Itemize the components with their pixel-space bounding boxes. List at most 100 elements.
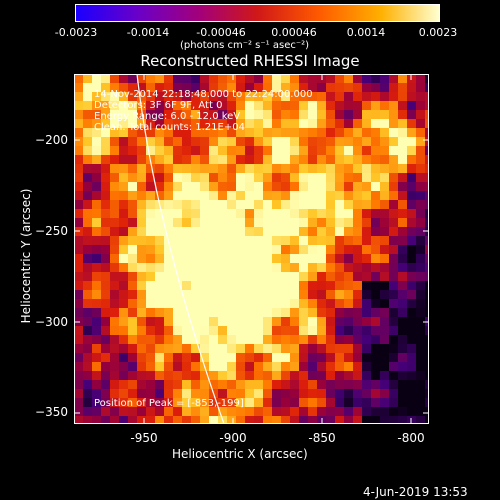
heatmap-cell	[263, 155, 272, 164]
heatmap-cell	[146, 245, 155, 254]
heatmap-cell	[362, 119, 371, 128]
heatmap-cell	[83, 128, 92, 137]
heatmap-cell	[155, 281, 164, 290]
heatmap-cell	[272, 272, 281, 281]
heatmap-cell	[335, 407, 344, 416]
heatmap-cell	[344, 245, 353, 254]
heatmap-cell	[326, 218, 335, 227]
heatmap-cell	[398, 182, 407, 191]
heatmap-cell	[326, 344, 335, 353]
heatmap-cell	[416, 101, 425, 110]
heatmap-cell	[335, 362, 344, 371]
heatmap-cell	[389, 83, 398, 92]
heatmap-cell	[83, 200, 92, 209]
heatmap-cell	[254, 200, 263, 209]
heatmap-cell	[173, 362, 182, 371]
heatmap-cell	[380, 281, 389, 290]
heatmap-cell	[245, 146, 254, 155]
heatmap-cell	[227, 200, 236, 209]
heatmap-cell	[407, 380, 416, 389]
heatmap-cell	[308, 200, 317, 209]
heatmap-cell	[155, 407, 164, 416]
heatmap-cell	[344, 128, 353, 137]
heatmap-cell	[101, 164, 110, 173]
heatmap-cell	[308, 101, 317, 110]
heatmap-cell	[74, 137, 83, 146]
heatmap-cell	[182, 263, 191, 272]
heatmap-cell	[218, 101, 227, 110]
heatmap-cell	[317, 200, 326, 209]
heatmap-cell	[182, 119, 191, 128]
heatmap-cell	[335, 398, 344, 407]
heatmap-cell	[245, 308, 254, 317]
heatmap-cell	[308, 380, 317, 389]
heatmap-cell	[371, 254, 380, 263]
heatmap-cell	[119, 290, 128, 299]
heatmap-cell	[380, 236, 389, 245]
heatmap-cell	[110, 317, 119, 326]
heatmap-cell	[209, 344, 218, 353]
heatmap-cell	[380, 326, 389, 335]
heatmap-cell	[173, 155, 182, 164]
heatmap-cell	[236, 182, 245, 191]
heatmap-cell	[335, 83, 344, 92]
heatmap-cell	[398, 263, 407, 272]
heatmap-cell	[371, 245, 380, 254]
heatmap-cell	[344, 389, 353, 398]
heatmap-cell	[182, 398, 191, 407]
heatmap-cell	[191, 308, 200, 317]
heatmap-cell	[110, 110, 119, 119]
heatmap-cell	[245, 101, 254, 110]
heatmap-cell	[416, 353, 425, 362]
heatmap-cell	[182, 344, 191, 353]
heatmap-cell	[398, 200, 407, 209]
heatmap-cell	[92, 218, 101, 227]
heatmap-cell	[182, 74, 191, 83]
heatmap-cell	[227, 245, 236, 254]
heatmap-cell	[416, 128, 425, 137]
heatmap-cell	[227, 362, 236, 371]
heatmap-cell	[119, 353, 128, 362]
heatmap-cell	[200, 389, 209, 398]
heatmap-cell	[83, 119, 92, 128]
heatmap-cell	[254, 407, 263, 416]
heatmap-cell	[173, 119, 182, 128]
heatmap-cell	[110, 146, 119, 155]
heatmap-cell	[92, 299, 101, 308]
heatmap-cell	[272, 317, 281, 326]
heatmap-cell	[362, 263, 371, 272]
heatmap-cell	[128, 353, 137, 362]
heatmap-cell	[245, 92, 254, 101]
heatmap-cell	[236, 308, 245, 317]
heatmap-cell	[110, 119, 119, 128]
heatmap-cell	[218, 209, 227, 218]
solar-limb-line	[136, 74, 225, 424]
heatmap-cell	[155, 83, 164, 92]
heatmap-cell	[164, 380, 173, 389]
heatmap-cell	[146, 74, 155, 83]
heatmap-cell	[407, 218, 416, 227]
heatmap-cell	[119, 326, 128, 335]
heatmap-cell	[218, 164, 227, 173]
heatmap-cell	[407, 173, 416, 182]
heatmap-cell	[308, 164, 317, 173]
heatmap-cell	[335, 164, 344, 173]
heatmap-cell	[317, 380, 326, 389]
heatmap-cell	[254, 92, 263, 101]
heatmap-cell	[146, 101, 155, 110]
heatmap-cell	[407, 191, 416, 200]
heatmap-cell	[344, 335, 353, 344]
heatmap-cell	[416, 380, 425, 389]
heatmap-cell	[209, 290, 218, 299]
heatmap-cell	[236, 128, 245, 137]
heatmap-cell	[164, 389, 173, 398]
heatmap-cell	[344, 119, 353, 128]
heatmap-cell	[263, 254, 272, 263]
heatmap-cell	[335, 92, 344, 101]
heatmap-cell	[83, 281, 92, 290]
heatmap-cell	[182, 164, 191, 173]
heatmap-cell	[146, 380, 155, 389]
heatmap-cell	[317, 254, 326, 263]
heatmap-cell	[254, 272, 263, 281]
heatmap-cell	[281, 209, 290, 218]
